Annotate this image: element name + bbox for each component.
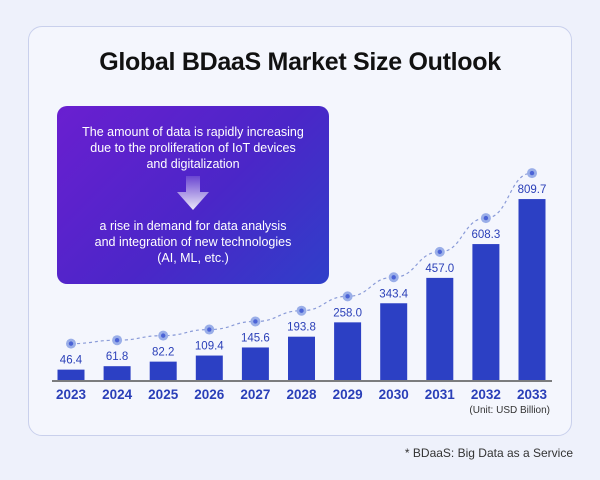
trend-dot-center-2027 [253,319,258,324]
x-tick-label-2029: 2029 [333,387,363,402]
value-label-2030: 343.4 [379,288,408,300]
trend-dot-center-2032 [483,215,489,221]
bar-2033 [518,199,546,380]
bar-2023 [57,369,85,380]
value-label-2032: 608.3 [472,229,501,241]
value-label-2033: 809.7 [518,184,547,196]
x-tick-label-2024: 2024 [102,387,133,402]
down-arrow-icon [177,176,209,210]
trend-dot-center-2033 [529,170,535,176]
value-label-2026: 109.4 [195,341,224,353]
x-tick-label-2033: 2033 [517,387,548,402]
chart-title: Global BDaaS Market Size Outlook [99,48,501,76]
trend-dot-center-2026 [207,327,212,332]
trend-dot-center-2024 [114,337,120,343]
x-tick-label-2023: 2023 [56,387,87,402]
trend-dot-center-2023 [68,341,74,346]
trend-dot-center-2025 [161,333,166,338]
bar-2031 [426,277,454,380]
trend-dot-center-2031 [437,249,442,255]
x-tick-label-2027: 2027 [240,387,270,402]
value-label-2028: 193.8 [287,322,316,334]
x-tick-label-2026: 2026 [194,387,225,402]
value-label-2023: 46.4 [60,355,83,367]
footnote: * BDaaS: Big Data as a Service [404,446,573,460]
bar-2026 [195,355,223,380]
value-label-2024: 61.8 [106,351,128,363]
callout-box: The amount of data is rapidly increasing… [57,106,329,284]
value-label-2027: 145.6 [241,332,270,344]
callout-text-bottom: a rise in demand for data analysis and i… [94,219,292,265]
trend-dot-center-2028 [299,308,304,313]
x-tick-label-2025: 2025 [148,387,179,402]
trend-dot-center-2030 [391,275,396,280]
bar-2027 [241,347,269,380]
x-tick-label-2032: 2032 [471,387,501,402]
x-tick-label-2028: 2028 [286,387,317,402]
unit-label: (Unit: USD Billion) [469,405,550,416]
value-label-2031: 457.0 [425,263,454,275]
bar-2032 [472,244,500,380]
value-label-2025: 82.2 [152,347,174,359]
value-label-2029: 258.0 [333,307,362,319]
bar-2025 [149,361,177,380]
trend-dot-center-2029 [345,294,350,299]
bar-2029 [334,322,362,380]
callout-text-top: The amount of data is rapidly increasing… [82,125,304,171]
x-tick-label-2030: 2030 [379,387,409,402]
bar-2030 [380,303,408,380]
bar-2028 [288,336,315,380]
x-tick-label-2031: 2031 [425,387,456,402]
bar-2024 [103,366,131,380]
